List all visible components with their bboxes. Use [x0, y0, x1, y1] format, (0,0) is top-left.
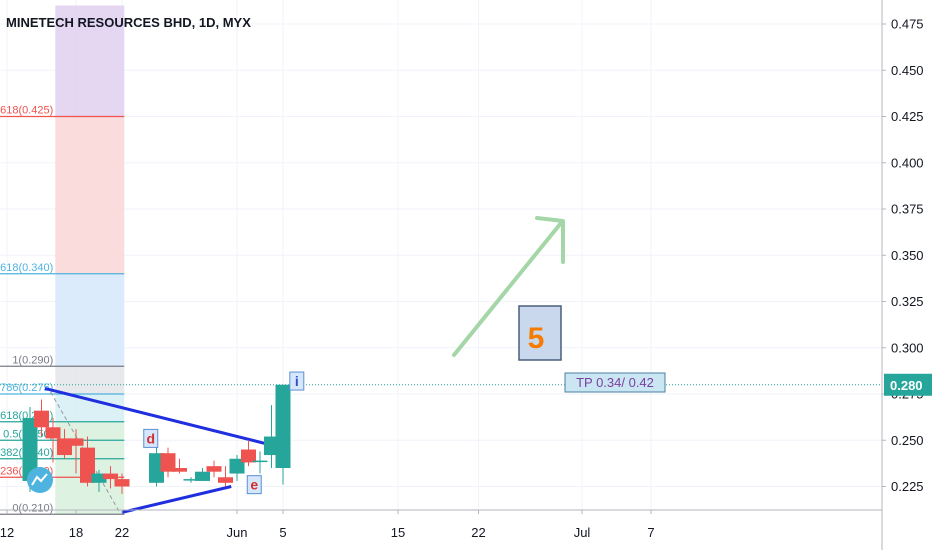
- fib-zone: [55, 5, 125, 117]
- wave-label: i: [295, 373, 299, 389]
- tradingview-logo-mark: [31, 473, 48, 486]
- time-tick-label: Jul: [574, 525, 591, 540]
- wave-label-box: [289, 371, 305, 391]
- price-tick-label: 0.225: [891, 479, 924, 494]
- candle-body: [172, 468, 187, 472]
- time-tick-label: 22: [471, 525, 485, 540]
- candle-body: [206, 466, 222, 472]
- current-price-label: 0.280: [890, 378, 923, 393]
- price-tick-label: 0.350: [891, 248, 924, 263]
- fib-level-label: 1(0.290): [12, 354, 53, 366]
- candle-body: [275, 384, 291, 468]
- chart-title: MINETECH RESOURCES BHD, 1D, MYX: [6, 15, 251, 30]
- time-tick-label: 7: [647, 525, 654, 540]
- time-tick-label: 15: [391, 525, 405, 540]
- lower-trendline: [121, 485, 232, 514]
- fib-zone: [55, 116, 125, 274]
- price-tick-label: 0.450: [891, 63, 924, 78]
- price-tick-label: 0.400: [891, 155, 924, 170]
- wave-number: 5: [528, 322, 545, 355]
- annotations: d e i 5 TP 0.34/ 0.42: [0, 216, 882, 495]
- time-axis: 12 18 22 Jun 5 15 22 Jul 7: [0, 509, 882, 540]
- fib-level-label: 0(0.210): [12, 502, 53, 514]
- fib-zone: [55, 366, 125, 394]
- candle-body: [218, 477, 233, 483]
- candle-body: [45, 427, 61, 439]
- time-tick-label: 18: [69, 525, 83, 540]
- candle-body: [22, 418, 38, 481]
- fib-zones: [55, 5, 125, 515]
- candle-body: [34, 410, 49, 428]
- fib-level-label: 1.618(0.340): [0, 262, 53, 274]
- candle-body: [183, 479, 199, 481]
- candle-body: [103, 473, 118, 480]
- time-tick-label: 5: [279, 525, 286, 540]
- projection-arrow: [452, 221, 563, 357]
- time-tick-label: Jun: [227, 525, 248, 540]
- price-tick-label: 0.375: [891, 202, 924, 217]
- price-tick-label: 0.425: [891, 109, 924, 124]
- candle-body: [264, 436, 279, 456]
- trendlines: [44, 386, 268, 514]
- price-tick-label: 0.250: [891, 433, 924, 448]
- price-tick-label: 0.475: [891, 17, 924, 32]
- current-price-badge: [884, 373, 932, 396]
- candle-body: [80, 447, 95, 483]
- upper-trendline: [44, 386, 268, 446]
- candle-body: [114, 479, 130, 487]
- wave-label-box: [246, 475, 262, 495]
- price-axis: 0.475 0.450 0.425 0.400 0.375 0.350 0.325 0.300…: [881, 0, 932, 550]
- time-tick-label: 22: [115, 525, 129, 540]
- candles: [22, 384, 291, 494]
- wave-label: d: [146, 430, 155, 446]
- fib-base-line: [50, 391, 121, 513]
- candle-body: [252, 460, 268, 463]
- fib-zone: [55, 273, 125, 367]
- wave-label-box: [143, 428, 159, 448]
- candle-body: [149, 453, 164, 483]
- price-tick-label: 0.300: [891, 340, 924, 355]
- time-tick-label: 12: [0, 525, 14, 540]
- target-label: TP 0.34/ 0.42: [576, 375, 654, 390]
- wave-number-box: [518, 305, 562, 361]
- target-label-box: [564, 372, 666, 393]
- candle-body: [160, 453, 176, 472]
- wave-label: e: [250, 477, 258, 493]
- projection-arrowhead: [535, 216, 565, 264]
- candle-body: [91, 473, 107, 483]
- price-tick-label: 0.325: [891, 294, 924, 309]
- candle-body: [241, 449, 256, 463]
- candle-body: [195, 471, 210, 481]
- candle-body: [229, 458, 245, 474]
- fib-level-label: 1.618(0.425): [0, 105, 53, 117]
- candle-body: [57, 438, 72, 456]
- candle-body: [68, 438, 84, 446]
